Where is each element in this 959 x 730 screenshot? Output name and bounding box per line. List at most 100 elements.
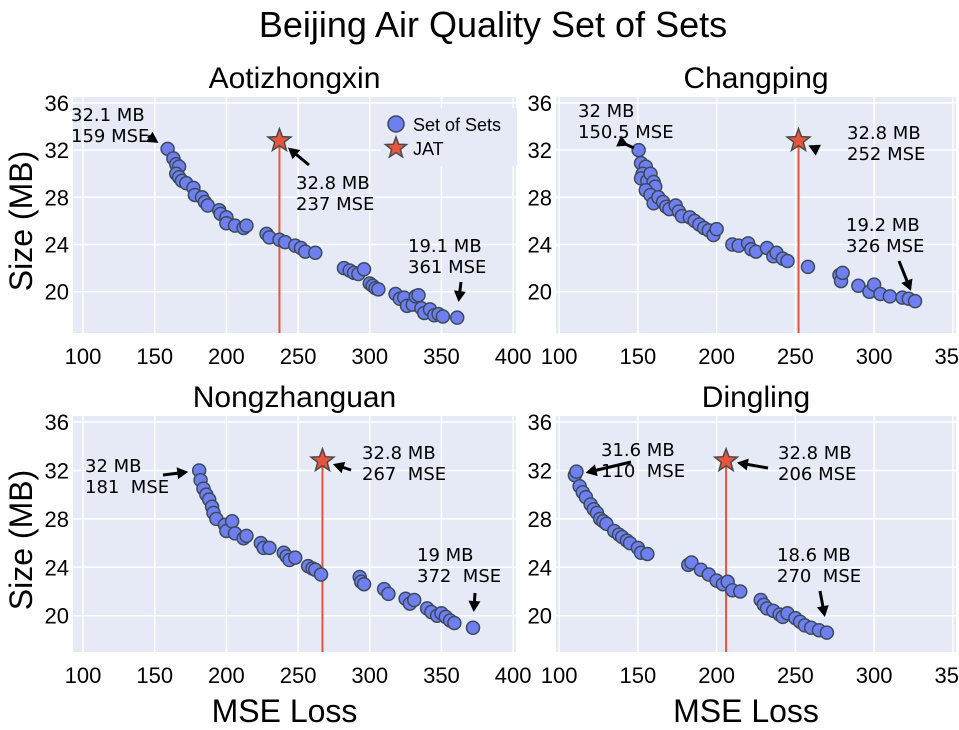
x-tick-label: 200	[698, 663, 735, 688]
scatter-point	[569, 464, 584, 479]
scatter-point	[709, 221, 724, 237]
scatter-point	[780, 253, 795, 269]
scatter-point	[907, 293, 923, 309]
annotation-arrowhead	[808, 144, 821, 156]
annotation-label: 19.2 MB	[846, 215, 920, 236]
y-tick-label: 24	[45, 555, 69, 580]
scatter-point	[640, 546, 655, 562]
scatter-point	[308, 245, 323, 261]
x-tick-label: 200	[698, 344, 735, 369]
scatter-point	[406, 592, 422, 608]
annotation-label: 206 MSE	[778, 464, 856, 485]
x-tick-label: 250	[777, 344, 814, 369]
annotation-arrowhead	[816, 605, 829, 617]
y-tick-label: 20	[45, 604, 69, 629]
annotation-arrowhead	[616, 135, 629, 147]
y-tick-label: 28	[45, 507, 69, 532]
x-tick-label: 300	[351, 344, 388, 369]
annotation-label: 32.8 MB	[778, 443, 852, 464]
scatter-point	[800, 259, 816, 275]
annotation-label: 237 MSE	[296, 194, 374, 215]
annotation-label: 18.6 MB	[777, 545, 851, 566]
annotation-arrowhead	[332, 461, 346, 474]
scatter-point	[447, 615, 462, 631]
annotation-label: 159 MSE	[71, 126, 149, 147]
y-axis-label: Size (MB)	[3, 470, 39, 610]
x-tick-label: 300	[856, 663, 893, 688]
scatter-point	[287, 550, 303, 565]
scatter-point	[465, 620, 481, 636]
x-tick-label: 150	[620, 344, 657, 369]
jat-star-point	[308, 446, 336, 473]
x-tick-label: 100	[65, 344, 102, 369]
panel-changping: 100 150 200 250 300 350 20 24 28 32 36 Changping 32 …	[528, 62, 959, 369]
annotation-arrowhead	[287, 147, 301, 160]
y-tick-label: 32	[45, 458, 69, 483]
y-tick-label: 24	[528, 555, 552, 580]
x-tick-label: 150	[136, 344, 173, 369]
x-tick-label: 250	[280, 344, 317, 369]
scatter-point	[262, 540, 277, 556]
x-axis-label: MSE Loss	[673, 693, 819, 729]
jat-star-point	[712, 446, 740, 473]
annotation-label: 110 MSE	[601, 461, 685, 482]
x-tick-label: 150	[620, 663, 657, 688]
x-tick-label: 100	[541, 344, 578, 369]
y-tick-label: 20	[45, 280, 69, 305]
jat-star-point	[785, 126, 812, 153]
annotation-label: 372 MSE	[417, 566, 501, 587]
annotation-arrowhead	[145, 131, 159, 143]
legend-label-jat: JAT	[413, 139, 444, 159]
legend: Set of Sets JAT	[381, 108, 517, 166]
y-tick-label: 36	[528, 91, 552, 116]
y-tick-label: 36	[528, 410, 552, 435]
annotation-label: 150.5 MSE	[578, 122, 674, 143]
y-tick-label: 36	[45, 91, 69, 116]
y-tick-label: 20	[528, 280, 552, 305]
x-tick-label: 350	[934, 663, 959, 688]
annotation-arrowhead	[468, 600, 481, 612]
scatter-point	[449, 310, 465, 325]
annotation-label: 19 MB	[417, 545, 474, 566]
annotation-label: 252 MSE	[847, 144, 925, 165]
annotation-arrow	[591, 460, 632, 473]
annotation-label: 32.1 MB	[71, 105, 145, 126]
y-axis-label: Size (MB)	[3, 151, 39, 291]
annotation-label: 19.1 MB	[408, 236, 482, 257]
annotation-label: 32 MB	[85, 456, 142, 477]
annotation-label: 31.6 MB	[601, 440, 675, 461]
scatter-point	[371, 282, 386, 297]
x-tick-label: 300	[351, 663, 388, 688]
y-tick-label: 32	[45, 138, 69, 163]
legend-box	[381, 108, 517, 166]
panel-title: Changping	[683, 62, 828, 95]
scatter-point	[411, 287, 426, 303]
annotation-label: 32 MB	[578, 101, 635, 122]
x-tick-label: 350	[934, 344, 959, 369]
annotation-label: 32.8 MB	[362, 443, 436, 464]
panel-title: Nongzhanguan	[193, 381, 397, 414]
scatter-point	[224, 514, 240, 529]
y-tick-label: 28	[528, 507, 552, 532]
scatter-point	[356, 576, 372, 592]
annotation-arrowhead	[585, 464, 598, 477]
annotation-arrowhead	[453, 290, 466, 303]
scatter-point	[684, 555, 699, 570]
annotation-arrowhead	[901, 278, 913, 291]
panel-title: Dingling	[702, 381, 810, 414]
panel-dingling: 100 150 200 250 300 350 20 24 28 32 36 Dingling MSE …	[528, 381, 959, 729]
annotation-label: 32.8 MB	[847, 123, 921, 144]
x-tick-label: 150	[136, 663, 173, 688]
scatter-point	[435, 309, 451, 324]
x-tick-label: 100	[541, 663, 578, 688]
y-tick-label: 20	[528, 604, 552, 629]
scatter-point	[356, 262, 372, 277]
x-tick-label: 300	[856, 344, 893, 369]
scatter-point	[819, 625, 835, 640]
legend-label-set-of-sets: Set of Sets	[413, 115, 501, 135]
annotation-label: 361 MSE	[408, 257, 486, 278]
legend-star-marker	[383, 134, 409, 159]
annotation-label: 181 MSE	[85, 477, 169, 498]
panel-nongzhanguan: 100 150 200 250 300 350 400 20 24 28 32 36 Nongzhang…	[3, 381, 531, 729]
